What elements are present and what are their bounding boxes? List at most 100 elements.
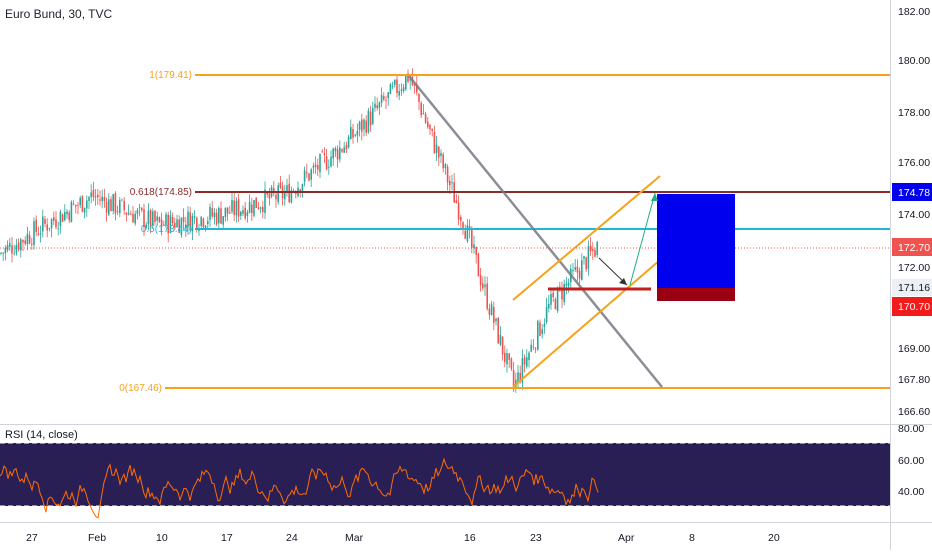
candle-body: [427, 121, 429, 128]
candle-body: [537, 320, 539, 350]
trend-line[interactable]: [408, 75, 663, 388]
candle-body: [149, 210, 152, 227]
candle-body: [176, 219, 178, 228]
candle-body: [435, 144, 438, 153]
candle-body: [455, 200, 458, 203]
candle-body: [462, 222, 464, 231]
candle-body: [132, 213, 134, 223]
candle-body: [257, 207, 260, 209]
candle-body: [213, 212, 216, 217]
candle-body: [99, 199, 101, 201]
price-tick: 182.00: [898, 6, 930, 18]
candle-body: [512, 370, 515, 386]
candle-body: [464, 230, 466, 239]
candle-body: [367, 110, 370, 133]
candle-body: [581, 260, 583, 281]
candle-body: [319, 154, 321, 173]
candle-body: [310, 169, 312, 180]
last-price-badge: [892, 238, 932, 256]
candle-body: [204, 225, 207, 228]
candle-body: [156, 216, 158, 221]
candle-body: [347, 136, 350, 148]
candle-body: [193, 216, 196, 218]
fib-label-0: 0(167.46): [119, 383, 162, 394]
candle-body: [97, 194, 99, 198]
candle-body: [116, 211, 119, 213]
candle-body: [119, 200, 121, 214]
candle-body: [105, 201, 108, 213]
candle-body: [121, 199, 123, 201]
channel-upper[interactable]: [512, 175, 661, 301]
candle-body: [383, 96, 385, 100]
candle-body: [323, 153, 326, 155]
candle-body: [286, 185, 288, 192]
candle-body: [114, 193, 117, 214]
candle-body: [495, 318, 497, 322]
candle-body: [317, 165, 319, 170]
candle-body: [350, 127, 352, 140]
candle-body: [134, 213, 136, 224]
candle-body: [264, 189, 266, 214]
candle-body: [211, 208, 213, 217]
fib-label-1: 1(179.41): [149, 70, 192, 81]
candle-body: [389, 84, 392, 94]
candle-body: [185, 224, 187, 228]
candle-body: [429, 124, 431, 130]
candle-body: [90, 192, 92, 197]
candle-body: [0, 252, 2, 254]
candle-body: [279, 182, 282, 188]
candle-body: [191, 215, 194, 232]
candle-body: [220, 208, 222, 224]
candle-body: [545, 306, 548, 323]
candle-body: [534, 348, 537, 350]
candle-body: [332, 148, 334, 159]
candle-body: [523, 357, 526, 365]
candle-body: [398, 91, 400, 96]
candle-body: [171, 216, 174, 224]
candle-body: [248, 202, 251, 213]
candle-body: [556, 287, 559, 312]
candle-body: [187, 211, 189, 227]
candle-body: [275, 194, 277, 200]
candle-body: [42, 216, 44, 232]
candle-body: [405, 75, 407, 90]
candle-body: [138, 207, 141, 209]
rsi-band: [0, 443, 890, 506]
candle-body: [548, 303, 550, 309]
stop-zone-box[interactable]: [657, 288, 735, 301]
candle-body: [583, 256, 585, 259]
candle-body: [475, 246, 477, 255]
candle-body: [508, 353, 510, 360]
candle-body: [6, 244, 9, 251]
time-axis[interactable]: 27 Feb 10 17 24 Mar 16 23 Apr 8 20: [26, 532, 780, 544]
candle-body: [576, 266, 579, 273]
candle-body: [499, 334, 502, 345]
price-tick: 180.00: [898, 55, 930, 67]
candle-body: [50, 219, 53, 229]
candle-body: [409, 79, 411, 81]
candle-body: [290, 190, 293, 203]
candle-body: [88, 196, 90, 201]
candle-body: [215, 212, 218, 225]
candle-body: [48, 227, 51, 229]
candle-body: [420, 102, 422, 116]
candle-body: [136, 210, 139, 214]
fib-label-05: 0.5(173.44): [141, 224, 192, 235]
time-label: 20: [768, 532, 780, 544]
time-label: 23: [530, 532, 542, 544]
target-zone-box[interactable]: [657, 194, 735, 288]
candle-body: [28, 235, 31, 244]
price-axis[interactable]: 182.00 180.00 178.00 176.00 174.00 172.0…: [898, 6, 930, 418]
candle-body: [169, 215, 172, 233]
candle-body: [242, 210, 244, 214]
candle-body: [312, 165, 315, 168]
channel-lower[interactable]: [512, 259, 661, 388]
candle-body: [532, 346, 535, 348]
rsi-axis[interactable]: 80.00 60.00 40.00: [898, 423, 924, 498]
candle-body: [277, 185, 279, 202]
price-tick: 178.00: [898, 107, 930, 119]
stop-price-badge: [892, 297, 932, 316]
candle-body: [504, 352, 506, 363]
chart-title: Euro Bund, 30, TVC: [5, 7, 113, 21]
candle-body: [552, 292, 554, 298]
